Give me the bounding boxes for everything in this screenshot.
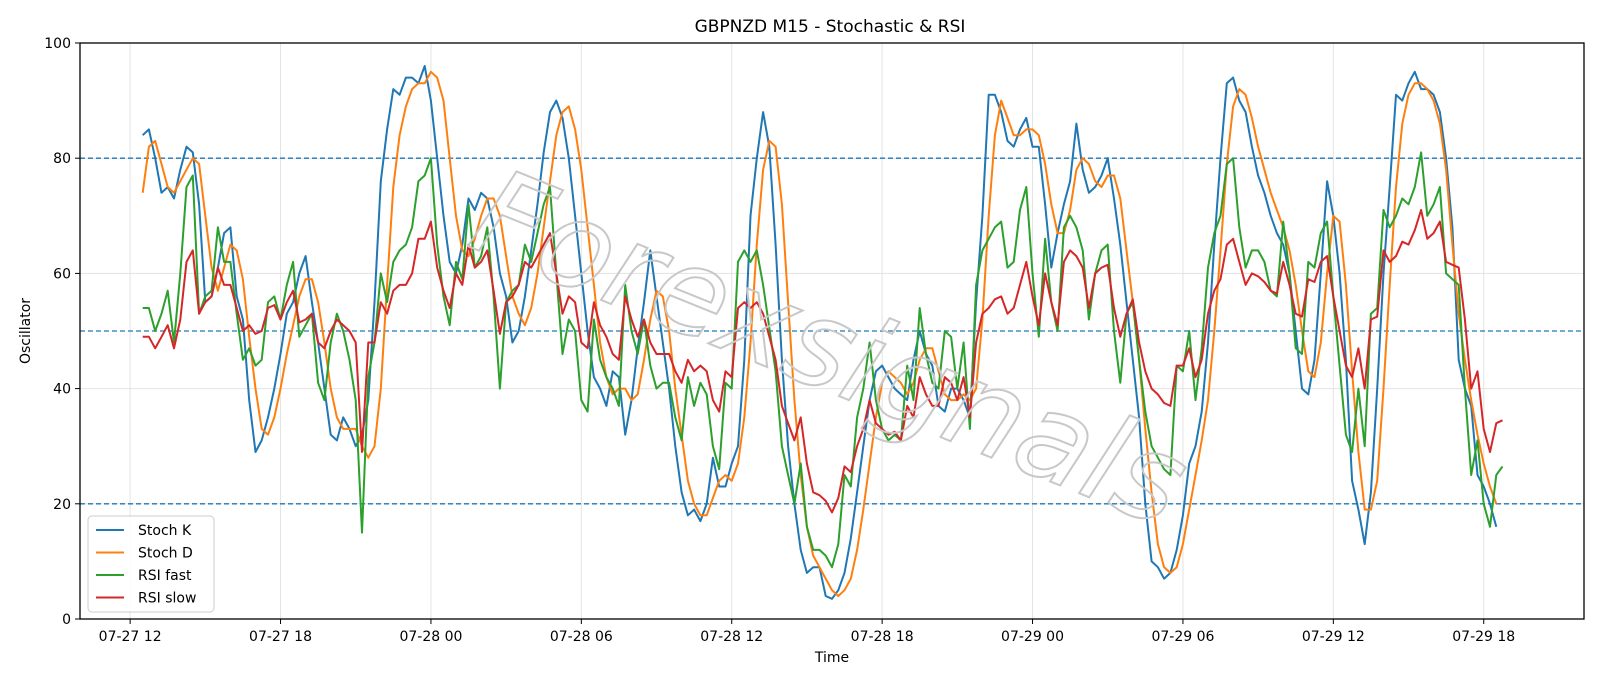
y-tick-label: 40 [53, 382, 71, 398]
x-tick-label: 07-27 12 [99, 629, 162, 645]
chart-title: GBPNZD M15 - Stochastic & RSI [695, 17, 966, 37]
y-tick-label: 20 [53, 497, 71, 513]
x-axis-ticks: 07-27 12 07-27 18 07-28 00 07-28 06 07-28 12… [99, 619, 1515, 645]
y-axis-ticks: 0 20 40 60 80 100 [44, 36, 80, 628]
y-tick-label: 100 [44, 36, 71, 52]
x-axis-label: Time [814, 650, 849, 666]
legend-label-rsi-fast: RSI fast [138, 568, 192, 584]
plot-frame [79, 42, 1585, 620]
x-tick-label: 07-28 00 [399, 629, 462, 645]
series-lines [141, 65, 1504, 600]
legend-label-stoch-d: Stoch D [138, 546, 193, 562]
x-tick-label: 07-29 06 [1151, 629, 1214, 645]
x-tick-label: 07-28 06 [550, 629, 613, 645]
series-line-rsi-slow [142, 209, 1503, 514]
x-tick-label: 07-27 18 [249, 629, 312, 645]
x-tick-label: 07-29 00 [1001, 629, 1064, 645]
y-tick-label: 80 [53, 151, 71, 167]
series-line-stoch-d [141, 70, 1498, 597]
legend-label-rsi-slow: RSI slow [138, 591, 196, 607]
x-tick-label: 07-29 18 [1452, 629, 1515, 645]
series-line-rsi-fast [142, 151, 1504, 569]
y-tick-label: 0 [62, 612, 71, 628]
y-axis-label: Oscillator [18, 298, 34, 364]
legend: Stoch K Stoch D RSI fast RSI slow [87, 515, 215, 613]
y-tick-label: 60 [53, 266, 71, 282]
x-tick-label: 07-28 18 [851, 629, 914, 645]
legend-box [87, 515, 215, 613]
legend-label-stoch-k: Stoch K [138, 523, 192, 539]
x-tick-label: 07-29 12 [1302, 629, 1365, 645]
x-tick-label: 07-28 12 [700, 629, 763, 645]
